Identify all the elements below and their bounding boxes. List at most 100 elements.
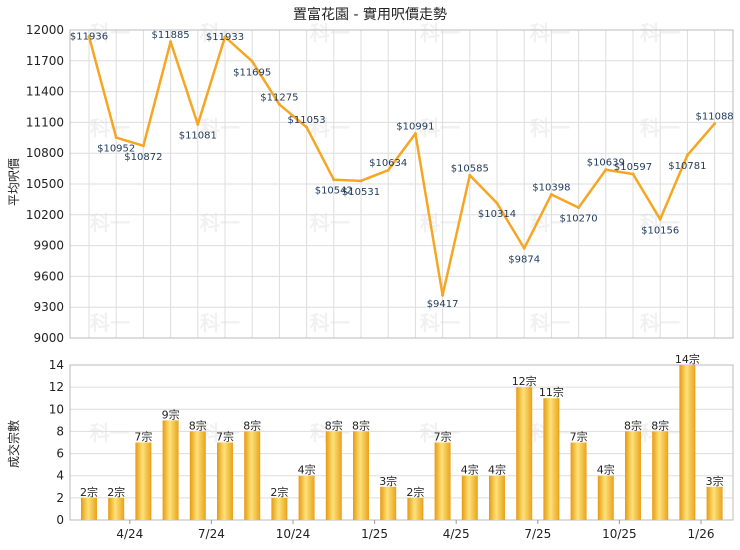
volume-data-label: 8宗: [651, 418, 669, 432]
volume-y-axis-label: 成交宗數: [6, 420, 21, 468]
volume-data-label: 4宗: [597, 463, 615, 477]
x-tick-label: 7/25: [524, 527, 551, 541]
volume-data-label: 8宗: [189, 418, 207, 432]
price-tick-label: 10800: [26, 146, 64, 160]
volume-data-label: 2宗: [80, 485, 98, 499]
volume-data-label: 3宗: [379, 474, 397, 488]
volume-data-label: 9宗: [162, 407, 180, 421]
price-point: [359, 179, 363, 183]
price-tick-label: 9000: [33, 331, 64, 345]
volume-bar: [135, 442, 152, 520]
volume-bar: [162, 420, 179, 520]
watermark-text: 科一: [200, 116, 240, 140]
price-data-label: $10991: [396, 122, 434, 133]
volume-tick-label: 14: [49, 358, 64, 372]
watermark-text: 科一: [90, 116, 130, 140]
volume-data-label: 11宗: [539, 385, 564, 399]
x-tick-label: 4/24: [116, 527, 143, 541]
price-point: [87, 35, 91, 39]
price-point: [386, 168, 390, 172]
price-data-label: $10398: [532, 182, 570, 193]
volume-bar: [325, 431, 342, 520]
chart-title: 置富花園 - 實用呎價走勢: [293, 7, 447, 23]
volume-tick-label: 8: [56, 424, 64, 438]
volume-bar: [81, 497, 97, 520]
x-tick-label: 1/25: [361, 527, 388, 541]
volume-bar: [108, 497, 125, 520]
price-data-label: $10542: [315, 186, 353, 197]
price-data-label: $10872: [124, 152, 162, 163]
price-y-axis: 9000 9300 9600 9900 10200 10500 10800 11100 1140…: [26, 23, 64, 345]
watermark-text: 科一: [530, 21, 570, 45]
watermark-text: 科一: [90, 21, 130, 45]
volume-data-label: 7宗: [434, 430, 452, 444]
price-tick-label: 11700: [26, 54, 64, 68]
price-point: [413, 132, 417, 136]
x-tick-label: 1/26: [688, 527, 715, 541]
price-data-label: $11885: [152, 30, 190, 41]
watermark-text: 科一: [200, 311, 240, 335]
price-data-label: $11053: [288, 115, 326, 126]
watermark-text: 科一: [200, 21, 240, 45]
volume-bar: [516, 387, 533, 520]
volume-data-label: 7宗: [134, 430, 152, 444]
volume-bar: [298, 475, 315, 520]
price-point: [223, 35, 227, 39]
volume-data-label: 4宗: [488, 463, 506, 477]
price-plot-frame: [69, 29, 734, 339]
volume-bar: [652, 431, 669, 520]
watermark-text: 科一: [310, 21, 350, 45]
price-point: [658, 217, 662, 221]
volume-bar: [271, 497, 288, 520]
price-tick-label: 9300: [33, 300, 64, 314]
volume-tick-label: 10: [49, 402, 64, 416]
price-point: [522, 246, 526, 250]
price-tick-label: 11100: [26, 115, 64, 129]
price-data-label: $11275: [260, 92, 298, 103]
volume-bar: [543, 398, 560, 520]
price-data-label: $11936: [70, 32, 108, 43]
volume-data-label: 7宗: [216, 430, 234, 444]
price-point: [604, 168, 608, 172]
volume-data-label: 2宗: [107, 485, 125, 499]
watermark-text: 科一: [420, 311, 460, 335]
price-data-label: $9417: [427, 299, 459, 310]
price-data-label: $10531: [342, 187, 380, 198]
volume-tick-label: 2: [56, 491, 64, 505]
volume-bar: [597, 475, 614, 520]
price-data-label: $10597: [614, 162, 652, 173]
price-data-label: $10639: [587, 158, 625, 169]
volume-data-label: 8宗: [352, 418, 370, 432]
volume-bar: [407, 497, 424, 520]
x-axis-ticks: 4/24 7/24 10/24 1/25 4/25 7/25 10/25 1/26: [116, 520, 714, 541]
price-point: [631, 172, 635, 176]
price-point: [250, 59, 254, 63]
price-data-label: $10952: [97, 144, 135, 155]
price-data-label: $10585: [451, 163, 489, 174]
price-data-label: $11695: [233, 67, 271, 78]
volume-data-label: 3宗: [706, 474, 724, 488]
price-y-axis-label: 平均呎價: [7, 158, 21, 206]
price-data-label: $11933: [206, 32, 244, 43]
price-point: [468, 173, 472, 177]
watermark-text: 科一: [200, 421, 240, 445]
price-data-label: $10270: [560, 214, 598, 225]
volume-bar: [706, 486, 723, 520]
watermark-text: 科一: [530, 311, 570, 335]
volume-y-axis: 0 2 4 6 8 10 12 14: [49, 358, 64, 527]
volume-bar: [679, 365, 696, 520]
volume-tick-label: 4: [56, 469, 64, 483]
volume-bar: [625, 431, 641, 520]
x-tick-label: 10/25: [602, 527, 637, 541]
price-point: [441, 293, 445, 297]
price-point: [332, 178, 336, 182]
watermark-text: 科一: [90, 421, 130, 445]
volume-data-label: 8宗: [243, 418, 261, 432]
price-tick-label: 9900: [33, 239, 64, 253]
price-point: [549, 192, 553, 196]
watermark-text: 科一: [420, 421, 460, 445]
x-tick-label: 10/24: [276, 527, 311, 541]
volume-chart-grid: [69, 364, 734, 521]
price-chart-grid: [69, 29, 734, 339]
x-tick-label: 7/24: [198, 527, 225, 541]
